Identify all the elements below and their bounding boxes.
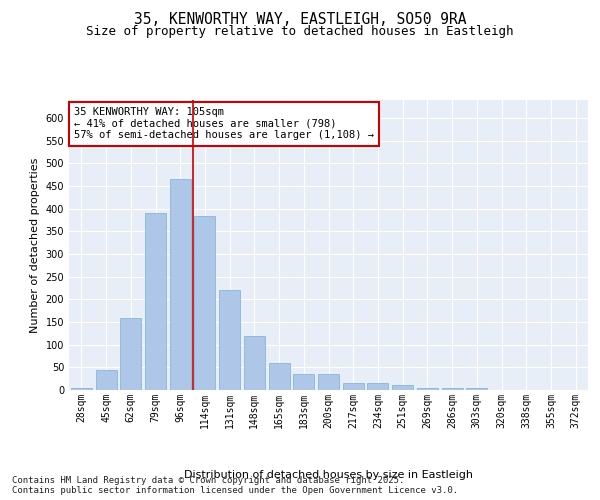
Bar [392,386,413,390]
Bar [194,216,215,390]
Bar [71,388,92,390]
Bar [293,374,314,390]
Text: 35 KENWORTHY WAY: 105sqm
← 41% of detached houses are smaller (798)
57% of semi-: 35 KENWORTHY WAY: 105sqm ← 41% of detach… [74,108,374,140]
Bar [145,214,166,390]
Bar [170,180,191,390]
Text: Size of property relative to detached houses in Eastleigh: Size of property relative to detached ho… [86,25,514,38]
Bar [318,374,339,390]
Bar [269,363,290,390]
Bar [219,290,240,390]
Bar [442,388,463,390]
Bar [417,388,438,390]
Bar [466,388,487,390]
Bar [343,383,364,390]
Bar [95,370,116,390]
Text: 35, KENWORTHY WAY, EASTLEIGH, SO50 9RA: 35, KENWORTHY WAY, EASTLEIGH, SO50 9RA [134,12,466,28]
Bar [367,383,388,390]
Bar [120,318,141,390]
X-axis label: Distribution of detached houses by size in Eastleigh: Distribution of detached houses by size … [184,470,473,480]
Text: Contains HM Land Registry data © Crown copyright and database right 2025.
Contai: Contains HM Land Registry data © Crown c… [12,476,458,495]
Y-axis label: Number of detached properties: Number of detached properties [30,158,40,332]
Bar [244,336,265,390]
